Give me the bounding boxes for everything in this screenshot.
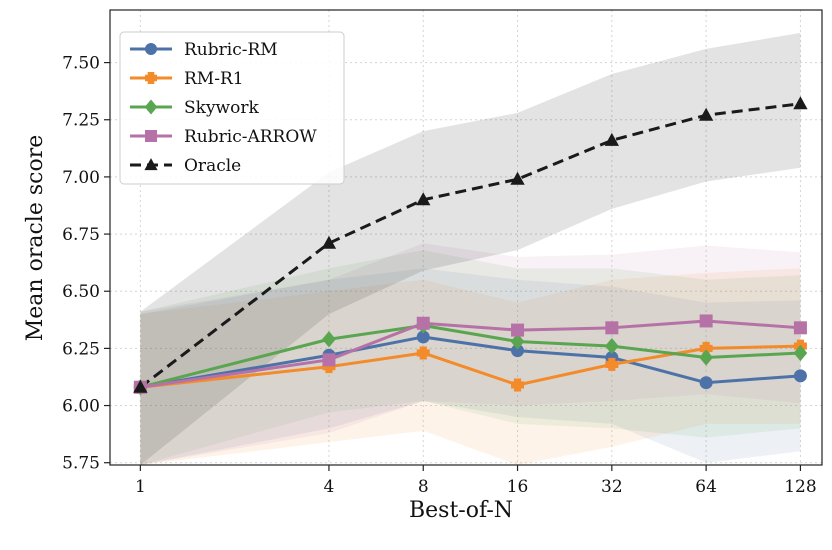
y-tick-label: 6.50 [62,282,100,302]
legend-marker-skywork [144,99,158,115]
skywork-point [605,337,619,355]
x-tick-label: 4 [324,477,335,497]
oracle-point [793,96,808,110]
oracle-point [698,107,714,121]
legend-entry-skywork: Skywork [130,98,259,118]
rm-r1-point [699,341,713,355]
skywork-point [322,331,336,348]
y-axis-label: Mean oracle score [23,135,48,341]
x-axis-ticks: 1 4 8 16 32 64 128 [135,465,817,497]
skywork-point [699,349,713,366]
y-tick-label: 7.00 [62,168,100,188]
rubric-rm-band [140,268,801,465]
legend-entry-rubric-arrow: Rubric-ARROW [130,127,317,147]
legend-label-oracle: Oracle [184,156,241,176]
rubric-rm-point [416,330,430,344]
rubric-rm-point [511,344,525,358]
oracle-point [510,171,525,185]
rubric-arrow-band [140,243,801,465]
legend-marker-rm-r1 [145,72,157,84]
legend-marker-rubric-rm [145,43,157,55]
rubric-arrow-point [793,321,807,335]
oracle-point [321,235,337,249]
oracle-point [133,379,148,393]
legend-marker-rubric-arrow [145,130,157,142]
oracle-point [604,132,619,146]
rubric-arrow-point [605,321,619,335]
series-markers [133,96,808,396]
rubric-arrow-point [699,314,713,328]
legend-box [119,31,345,185]
skywork-point [793,344,808,362]
rm-r1-band [140,268,801,465]
x-tick-label: 64 [695,477,717,497]
y-axis-ticks: 5.75 6.00 6.25 6.50 6.75 7.00 7.25 7.50 [62,54,110,474]
x-tick-label: 16 [507,477,529,497]
legend-entry-oracle: Oracle [130,156,241,176]
y-tick-label: 7.25 [62,111,100,131]
oracle-point [416,192,431,206]
legend-label-rubric-arrow: Rubric-ARROW [184,127,317,147]
skywork-point [510,333,525,350]
x-tick-label: 128 [784,477,816,497]
legend-marker-oracle [144,158,158,171]
y-tick-label: 6.75 [62,225,100,245]
rm-r1-point [605,357,619,371]
rubric-rm-point [793,369,807,383]
grid-lines [110,10,822,465]
x-tick-label: 8 [418,477,429,497]
y-tick-label: 5.75 [62,454,100,474]
rubric-rm-point [699,376,713,390]
x-axis-label: Best-of-N [409,498,513,523]
legend-label-skywork: Skywork [184,98,259,118]
rubric-arrow-point [416,316,430,330]
legend-entry-rm-r1: RM-R1 [130,69,244,89]
rm-r1-point [416,346,430,360]
y-tick-label: 6.00 [62,397,100,417]
legend-entry-rubric-rm: Rubric-RM [130,40,278,60]
y-tick-label: 6.25 [62,339,100,359]
plot-frame [109,9,823,466]
skywork-band [140,250,801,465]
legend: Rubric-RM RM-R1 Skywork Rubric-ARROW Oracle [119,31,345,185]
legend-label-rm-r1: RM-R1 [184,69,244,89]
legend-label-rubric-rm: Rubric-RM [184,40,278,60]
rm-r1-point [511,378,525,392]
y-tick-label: 7.50 [62,54,100,74]
x-tick-label: 32 [601,477,623,497]
rubric-arrow-point [511,323,525,337]
rubric-arrow-point [322,353,336,367]
x-tick-label: 1 [135,477,146,497]
confidence-bands [140,32,801,466]
oracle-band [140,32,801,466]
